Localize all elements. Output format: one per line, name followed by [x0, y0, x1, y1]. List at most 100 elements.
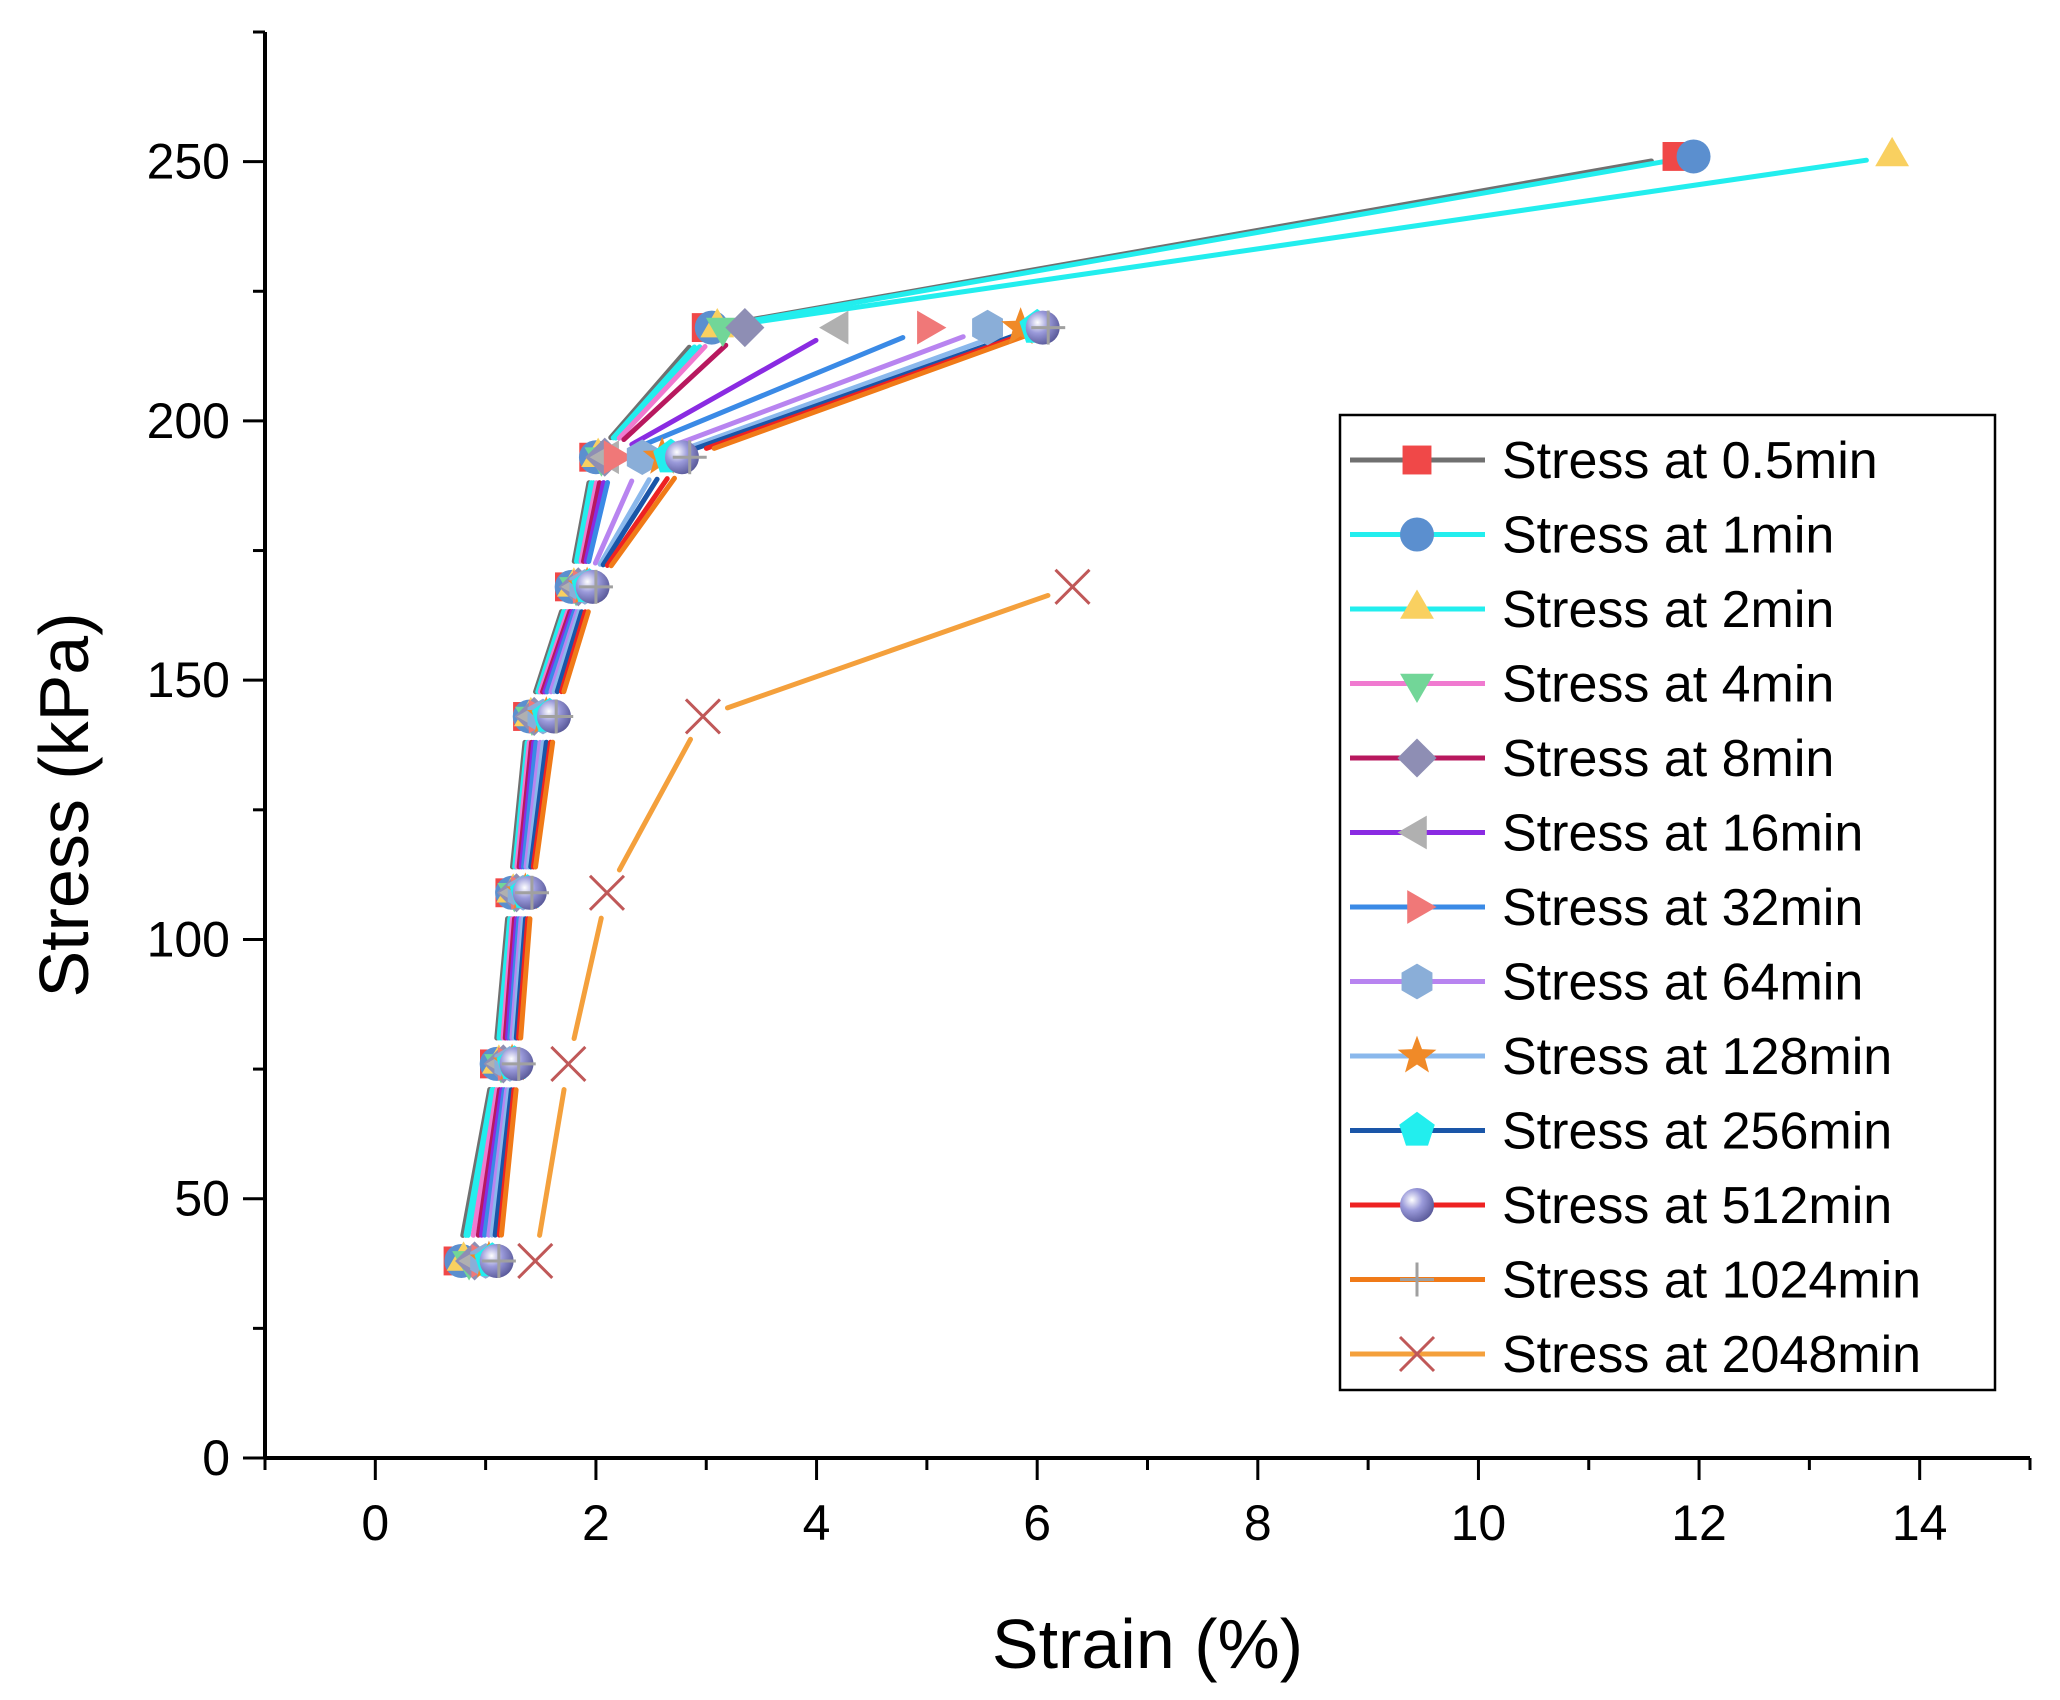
x-tick-label: 12 [1671, 1495, 1727, 1551]
legend-label: Stress at 2048min [1502, 1326, 1921, 1384]
legend-swatch-marker [1407, 890, 1437, 924]
legend-label: Stress at 32min [1502, 879, 1863, 937]
series-12-point [539, 699, 574, 734]
legend-label: Stress at 4min [1502, 656, 1834, 714]
series-12-point [514, 875, 549, 910]
y-tick-label: 50 [174, 1171, 230, 1227]
series-13-point [1054, 568, 1091, 605]
legend-entry: Stress at 0.5min [1350, 432, 1878, 490]
series-7-line-segment [586, 479, 611, 565]
series-6-line-segment [583, 480, 607, 564]
x-tick-label: 6 [1023, 1495, 1051, 1551]
series-7-point [917, 310, 947, 345]
series-12-point [1031, 310, 1066, 345]
axes: 0 2 4 6 8 10 12 14 0 50 100 150 200 250 Strain (%) Stre… [25, 30, 2032, 1683]
legend-label: Stress at 256min [1502, 1103, 1892, 1161]
legend-swatch-marker [1400, 589, 1434, 619]
series-12-group [498, 333, 1027, 1238]
legend-swatch-marker [1397, 815, 1427, 850]
series-8-line-segment [664, 334, 966, 451]
series-4-line-segment [470, 1087, 500, 1238]
series-5-line-segment [580, 480, 603, 564]
x-tick-label: 0 [361, 1495, 389, 1551]
series-13-line-segment [724, 592, 1051, 711]
series-13-line-segment [537, 1087, 567, 1238]
series-13-point [517, 1242, 554, 1280]
y-tick-label: 250 [147, 134, 230, 190]
legend-label: Stress at 1024min [1502, 1252, 1921, 1310]
series-10-line-segment [554, 609, 585, 695]
legend-label: Stress at 0.5min [1502, 432, 1878, 490]
series-10-line-segment [600, 476, 660, 568]
legend-entry: Stress at 8min [1350, 730, 1834, 788]
series-10-group [492, 333, 1016, 1238]
series-11-line-segment [604, 476, 670, 568]
legend-swatch-marker [1400, 673, 1434, 704]
legend-entry: Stress at 32min [1350, 879, 1863, 937]
legend-entry: Stress at 128min [1350, 1028, 1892, 1086]
series-12-line-segment [561, 609, 591, 695]
y-tick-label: 100 [147, 911, 230, 967]
y-tick-label: 150 [147, 652, 230, 708]
series-6-point [819, 310, 849, 345]
x-tick-label: 2 [582, 1495, 610, 1551]
series-12-point [578, 569, 613, 604]
series-5-line-segment [621, 342, 729, 443]
series-11-group [496, 333, 1021, 1238]
legend: Stress at 0.5min Stress at 1min Stress at … [1338, 413, 1997, 1392]
y-tick-label: 0 [202, 1430, 230, 1486]
series-13-point [588, 874, 626, 911]
series-10-line-segment [528, 739, 549, 870]
series-5-point [725, 308, 765, 348]
legend-swatch-marker [1397, 1035, 1437, 1073]
series-13-line-segment [616, 736, 694, 873]
legend-entry: Stress at 2048min [1350, 1326, 1921, 1384]
series-12-line-segment [608, 475, 677, 569]
series-12-line-segment [498, 1087, 519, 1238]
legend-label: Stress at 128min [1502, 1028, 1892, 1086]
legend-entry: Stress at 2min [1350, 581, 1834, 639]
legend-label: Stress at 512min [1502, 1177, 1892, 1235]
series-8-point [626, 439, 658, 476]
x-tick-label: 14 [1892, 1495, 1948, 1551]
series-2-line-segment [734, 158, 1671, 326]
y-tick-label: 200 [147, 393, 230, 449]
x-axis-title: Strain (%) [992, 1605, 1303, 1683]
series-8-point [972, 309, 1004, 346]
series-13-point [684, 698, 722, 735]
series-9-line-segment [684, 333, 999, 451]
legend-label: Stress at 1min [1502, 507, 1834, 565]
series-12-point [501, 1046, 536, 1081]
legend-box [1338, 413, 1997, 1392]
x-tick-label: 4 [803, 1495, 831, 1551]
series-12-line-segment [518, 916, 533, 1041]
legend-label: Stress at 8min [1502, 730, 1834, 788]
series-12-line-segment [533, 739, 556, 870]
legend-entry: Stress at 512min [1350, 1177, 1892, 1235]
series-7-line-segment [482, 1087, 507, 1238]
series-13-point [550, 1045, 587, 1082]
legend-swatch-marker [1400, 517, 1434, 552]
legend-entry: Stress at 256min [1350, 1103, 1892, 1161]
series-9-point [1001, 307, 1041, 345]
series-3-point [1875, 136, 1910, 167]
series-7-line-segment [521, 739, 539, 870]
legend-entry: Stress at 1024min [1350, 1252, 1921, 1310]
legend-swatch-marker [1398, 1335, 1436, 1373]
legend-swatch-marker [1401, 963, 1433, 1000]
series-3-line-segment [465, 1086, 497, 1238]
legend-swatch-marker [1400, 1262, 1434, 1297]
series-13-group [537, 592, 1051, 1238]
legend-entry: Stress at 16min [1350, 805, 1863, 863]
legend-label: Stress at 64min [1502, 954, 1863, 1012]
series-9-line-segment [597, 477, 652, 567]
series-10-line-segment [492, 1087, 514, 1238]
legend-swatch-marker [1400, 1188, 1434, 1222]
legend-entry: Stress at 4min [1350, 656, 1834, 714]
legend-swatch-marker [1397, 738, 1437, 778]
x-tick-label: 10 [1451, 1495, 1507, 1551]
x-tick-label: 8 [1244, 1495, 1272, 1551]
legend-entry: Stress at 64min [1350, 954, 1863, 1012]
series-9-group [489, 333, 999, 1238]
